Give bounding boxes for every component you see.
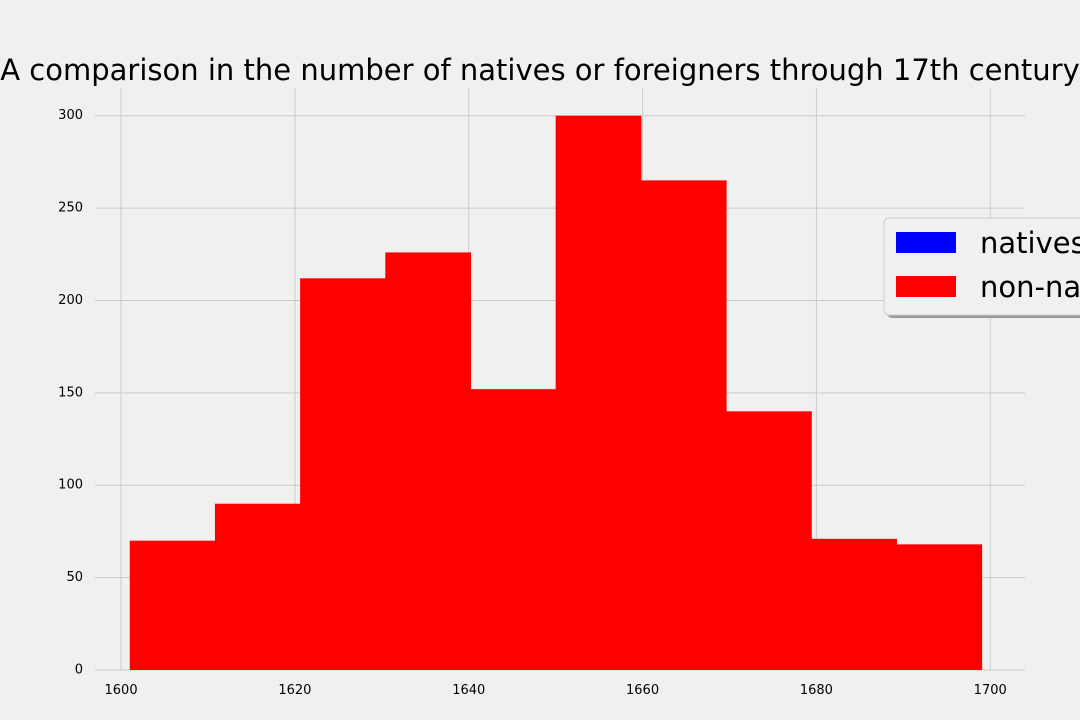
- bar-non-natives-3: [385, 252, 472, 670]
- bar-non-natives-7: [726, 411, 812, 670]
- chart-title: A comparison in the number of natives or…: [0, 53, 1080, 87]
- y-tick-label: 100: [58, 478, 83, 493]
- y-tick-label: 50: [66, 570, 83, 585]
- y-tick-label: 150: [58, 385, 83, 400]
- x-tick-label: 1600: [105, 683, 138, 698]
- bar-non-natives-0: [129, 540, 216, 670]
- legend-swatch-natives: [896, 232, 956, 253]
- x-tick-label: 1640: [452, 683, 485, 698]
- y-tick-label: 200: [58, 293, 83, 308]
- y-tick-label: 0: [75, 663, 83, 678]
- x-tick-label: 1680: [800, 683, 833, 698]
- y-tick-label: 300: [58, 108, 83, 123]
- bar-non-natives-2: [300, 278, 386, 670]
- x-tick-label: 1660: [626, 683, 659, 698]
- bars: [129, 115, 983, 670]
- bar-non-natives-5: [555, 115, 642, 670]
- legend-label-non-natives: non-natives: [980, 270, 1080, 304]
- x-tick-label: 1620: [278, 683, 311, 698]
- legend: natives non-natives: [883, 217, 1080, 318]
- ticks: 1600 1620 1640 1660 1680 1700 0 50 100 150 200 250 3…: [58, 108, 1007, 698]
- bar-non-natives-1: [214, 503, 301, 670]
- bar-non-natives-6: [640, 180, 727, 670]
- bar-non-natives-8: [811, 538, 897, 670]
- bar-non-natives-9: [896, 544, 983, 670]
- legend-swatch-non-natives: [896, 276, 956, 297]
- x-tick-label: 1700: [974, 683, 1007, 698]
- bar-non-natives-4: [470, 389, 557, 670]
- y-tick-label: 250: [58, 201, 83, 216]
- legend-label-natives: natives: [980, 226, 1080, 260]
